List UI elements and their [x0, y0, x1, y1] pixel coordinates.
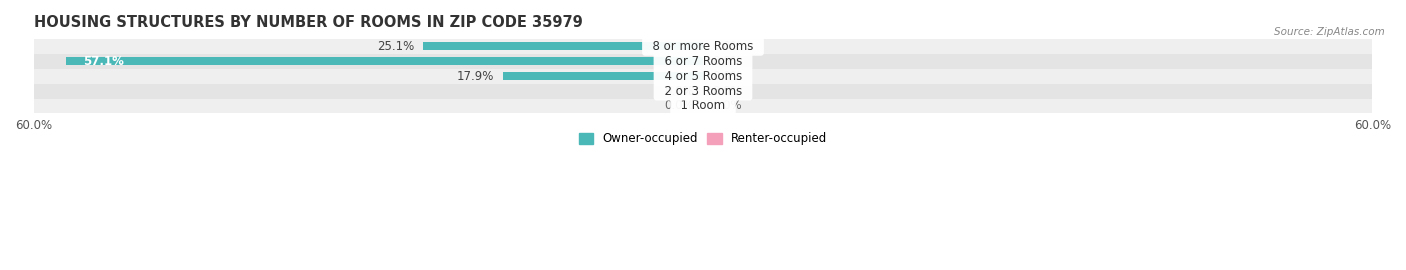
- Text: 0.0%: 0.0%: [665, 85, 695, 97]
- Text: 17.9%: 17.9%: [457, 70, 495, 83]
- Text: 8 or more Rooms: 8 or more Rooms: [645, 40, 761, 53]
- Text: 6 or 7 Rooms: 6 or 7 Rooms: [657, 55, 749, 68]
- Bar: [34, 84, 1372, 99]
- Bar: [66, 57, 703, 65]
- Text: 0.0%: 0.0%: [711, 70, 741, 83]
- Text: 1 Room: 1 Room: [673, 99, 733, 113]
- Text: 25.1%: 25.1%: [377, 40, 413, 53]
- Bar: [423, 42, 703, 50]
- Bar: [34, 99, 1372, 113]
- Text: 2 or 3 Rooms: 2 or 3 Rooms: [657, 85, 749, 97]
- Bar: [503, 72, 703, 80]
- Text: 0.0%: 0.0%: [711, 99, 741, 113]
- Text: Source: ZipAtlas.com: Source: ZipAtlas.com: [1274, 27, 1385, 37]
- Text: 4 or 5 Rooms: 4 or 5 Rooms: [657, 70, 749, 83]
- Text: 0.0%: 0.0%: [711, 55, 741, 68]
- Text: 0.0%: 0.0%: [711, 40, 741, 53]
- Text: 57.1%: 57.1%: [83, 55, 124, 68]
- Bar: [34, 39, 1372, 54]
- Legend: Owner-occupied, Renter-occupied: Owner-occupied, Renter-occupied: [574, 128, 832, 150]
- Bar: [34, 54, 1372, 69]
- Text: 0.0%: 0.0%: [711, 85, 741, 97]
- Text: HOUSING STRUCTURES BY NUMBER OF ROOMS IN ZIP CODE 35979: HOUSING STRUCTURES BY NUMBER OF ROOMS IN…: [34, 15, 582, 30]
- Text: 0.0%: 0.0%: [665, 99, 695, 113]
- Bar: [34, 69, 1372, 84]
